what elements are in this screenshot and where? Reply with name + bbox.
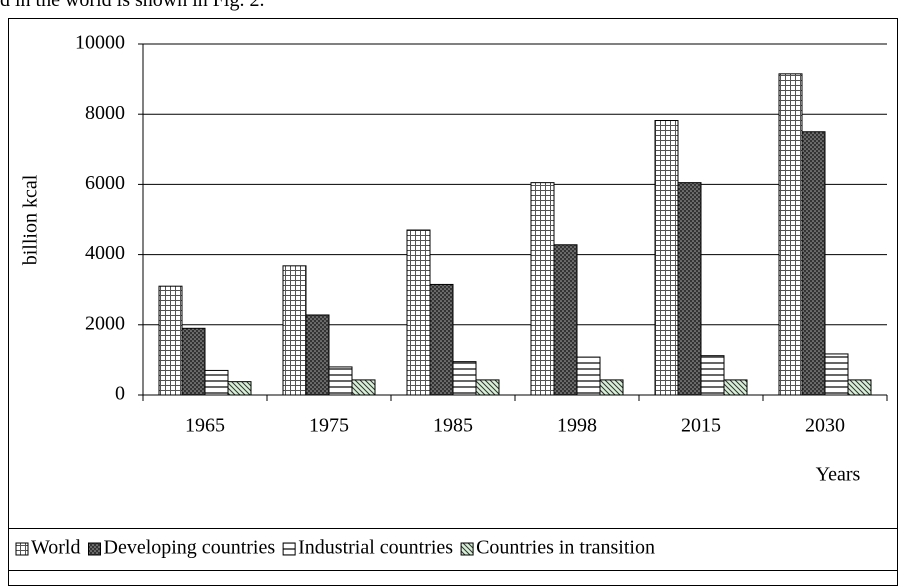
bar [599,379,624,396]
bar [305,314,330,396]
bar [723,379,748,396]
legend-swatch [282,542,296,556]
bar [553,244,578,396]
y-tick-label: 10000 [75,32,125,54]
legend-label: Countries in transition [476,537,655,559]
bar [847,379,872,396]
x-tick-label: 1998 [557,415,597,437]
bar [452,361,477,396]
bar [181,327,206,396]
bar [406,229,431,396]
bar [429,283,454,396]
bar [824,353,849,396]
y-tick-label: 6000 [85,172,125,194]
legend-swatch [15,542,29,556]
x-tick-label: 2030 [805,415,845,437]
y-axis-label: billion kcal [20,174,42,265]
bar [328,366,353,396]
y-tick-label: 8000 [85,102,125,124]
bar [475,379,500,396]
bar [778,73,803,396]
bar [351,379,376,396]
page-text-fragment: d in the world is shown in Fig. 2. [0,0,264,11]
bar [700,355,725,396]
bar [227,381,252,396]
bar [204,369,229,396]
x-tick-label: 1985 [433,415,473,437]
bar [158,285,183,396]
bar [677,182,702,396]
y-tick-label: 4000 [85,242,125,264]
legend-swatch [460,542,474,556]
legend-swatch [88,542,101,556]
x-tick-label: 1975 [309,415,349,437]
bar [282,265,307,396]
legend-label: World [31,537,81,559]
y-tick-label: 0 [115,383,125,405]
x-axis-label: Years [816,464,861,486]
legend-label: Developing countries [104,537,276,559]
y-tick-label: 2000 [85,312,125,334]
x-tick-label: 1965 [185,415,225,437]
bar [801,131,826,396]
legend-label: Industrial countries [298,537,453,559]
legend-box [8,528,898,571]
bar [654,120,679,396]
bar [576,356,601,396]
bar [530,182,555,396]
x-tick-label: 2015 [681,415,721,437]
